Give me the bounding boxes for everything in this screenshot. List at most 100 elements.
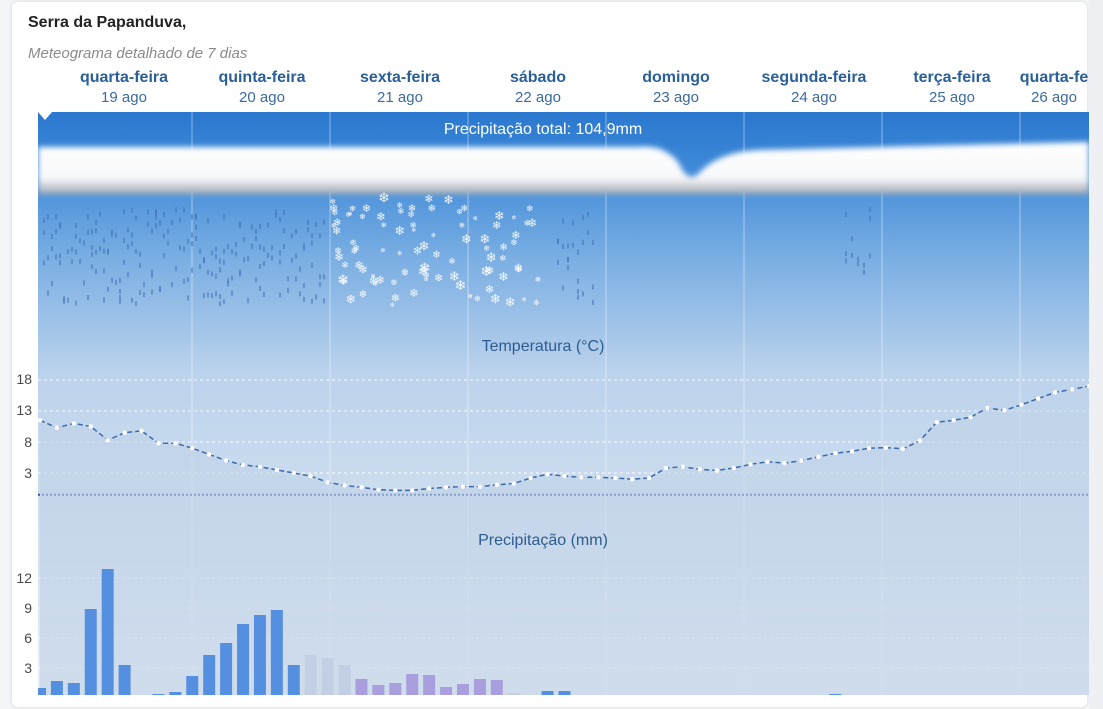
snowflake-icon: ❄ [375,273,385,287]
snowflake-icon: ❄ [448,257,455,267]
snowflake-icon: ❄ [449,270,460,285]
page-scrollbar[interactable] [1089,0,1103,709]
snowflake-icon: ❄ [511,229,520,242]
day-column-header: sexta-feira 21 ago [330,68,470,108]
temperature-point [596,475,601,480]
snowflake-icon: ❄ [428,204,436,215]
temperature-point [460,484,466,489]
snowflake-icon: ❄ [390,279,397,289]
day-column-header: domingo 23 ago [606,68,746,108]
meteogram-plot: ❄ ❄ ❄ ❄ ❄ ❄ ❄ ❄ ❄ ❄ ❄ ❄ ❄ ❄ ❄ ❄ ❄ ❄ ❄ ❄ ❄ ❄ ❄ ❄ ❄ ❄ ❄ ❄ ❄ ❄ ❄ ❄ ❄ ❄ ❄ ❄ ❄ ❄ ❄ ❄… [34,112,1092,696]
temperature-point [308,473,313,479]
temperature-point [139,428,144,434]
snowflake-icon: ❄ [381,220,387,229]
precip-bar [237,624,250,696]
day-date: 26 ago [1031,89,1077,106]
snowflake-icon: ❄ [486,251,497,266]
precip-tick-label: 3 [24,660,32,676]
day-name: terça-feira [913,69,991,86]
snowflake-icon: ❄ [523,218,530,228]
precip-tick-label: 6 [24,630,32,646]
snowflake-icon: ❄ [527,216,537,230]
temperature-point [833,450,838,456]
temperature-point [866,446,872,451]
day-date: 20 ago [239,89,285,106]
snowflake-icon: ❄ [490,293,501,308]
precip-bar [473,679,486,696]
snowflake-icon: ❄ [515,266,522,276]
snowflake-icon: ❄ [467,292,473,300]
temperature-point [883,445,889,450]
precip-bar [406,674,419,696]
snowflake-icon: ❄ [329,202,338,215]
precip-bar [541,691,554,696]
snowflake-icon: ❄ [359,212,366,222]
snowflake-icon: ❄ [498,269,509,284]
temperature-point [376,487,381,492]
day-column-header: terça-feira 25 ago [882,68,1022,108]
snowflake-icon: ❄ [474,294,481,304]
location-title: Serra da Papanduva, [28,14,187,31]
temperature-point [900,446,906,452]
snowflake-icon: ❄ [423,271,430,281]
snowflake-icon: ❄ [354,259,363,272]
temperature-point [849,449,855,454]
temperature-point [122,430,127,435]
snowflake-icon: ❄ [407,211,414,221]
day-date: 21 ago [377,89,423,106]
snowflake-icon: ❄ [330,197,336,206]
temp-tick-label: 18 [16,371,32,387]
meteogram-subtitle: Meteograma detalhado de 7 dias [28,45,248,62]
temperature-point [765,459,770,465]
temperature-point [1002,408,1007,413]
snowflake-icon: ❄ [333,217,342,229]
temperature-point [1069,387,1075,392]
precip-bar [507,693,520,696]
precip-bar [169,692,182,696]
temperature-point [968,415,973,420]
snowflake-icon: ❄ [370,272,376,280]
precip-bar [490,680,503,696]
snowflake-icon: ❄ [431,232,437,240]
precip-bar [34,688,46,696]
temperature-point [985,405,990,411]
day-column-header: quarta-fe 26 ago [984,68,1089,108]
precip-bar [338,665,351,696]
precip-bar [220,643,233,696]
temperature-point [359,485,364,490]
temperature-point [257,464,263,469]
snowflake-icon: ❄ [391,292,400,305]
precip-bar [253,615,266,696]
snowflake-icon: ❄ [413,245,422,258]
temperature-point [410,488,415,493]
snowflake-icon: ❄ [346,292,356,306]
snowflake-icon: ❄ [373,279,379,288]
temperature-point [54,425,60,430]
snowflake-icon: ❄ [483,244,490,253]
snowflake-icon: ❄ [533,297,540,307]
temperature-point [291,470,296,476]
temperature-point [816,454,821,460]
precip-bar [829,694,842,696]
snowflake-icon: ❄ [362,202,371,215]
temperature-point [613,475,618,481]
precip-bar [84,609,97,696]
snowflake-icon: ❄ [512,215,517,222]
temperature-point [325,480,330,485]
precip-bar [203,655,216,696]
day-name: sexta-feira [359,69,441,86]
snowflake-icon: ❄ [359,289,368,301]
temperature-point [680,464,686,469]
precip-chart-title: Precipitação (mm) [478,532,608,549]
snowflake-icon: ❄ [340,277,347,287]
snowflake-icon: ❄ [456,208,463,217]
day-date: 19 ago [101,89,147,106]
precip-bar [186,676,199,696]
snowflake-icon: ❄ [419,239,430,254]
precip-tick-label: 9 [24,600,32,616]
temperature-point [646,475,652,481]
snowflake-icon: ❄ [349,203,356,213]
snowflake-icon: ❄ [397,207,404,217]
precip-bar [321,658,334,696]
temperature-point [443,485,449,490]
